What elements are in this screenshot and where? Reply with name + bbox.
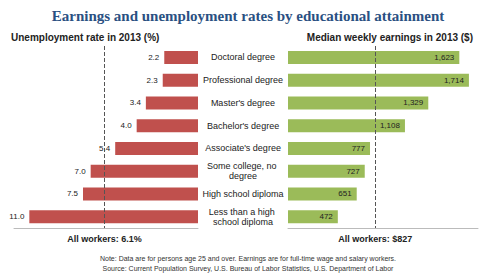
svg-text:Some college, no: Some college, no — [207, 161, 279, 171]
svg-text:High school diploma: High school diploma — [202, 189, 283, 199]
svg-text:degree: degree — [229, 171, 257, 181]
svg-text:Unemployment rate in 2013 (%): Unemployment rate in 2013 (%) — [11, 32, 159, 43]
svg-text:Earnings and unemployment rate: Earnings and unemployment rates by educa… — [52, 8, 445, 24]
svg-text:Source: Current Population Sur: Source: Current Population Survey, U.S. … — [103, 265, 395, 273]
svg-text:1,108: 1,108 — [380, 121, 401, 130]
svg-text:7.0: 7.0 — [75, 167, 87, 176]
svg-text:7.5: 7.5 — [67, 189, 79, 198]
svg-text:5.4: 5.4 — [99, 143, 111, 153]
svg-text:All workers: 6.1%: All workers: 6.1% — [67, 234, 142, 244]
svg-text:Professional degree: Professional degree — [203, 75, 283, 85]
svg-text:All workers: $827: All workers: $827 — [338, 234, 412, 244]
svg-text:1,714: 1,714 — [444, 76, 465, 85]
svg-text:1,329: 1,329 — [403, 98, 424, 107]
svg-text:2.3: 2.3 — [147, 76, 159, 85]
svg-text:Bachelor's degree: Bachelor's degree — [207, 121, 279, 131]
svg-text:Master's degree: Master's degree — [211, 98, 275, 108]
svg-text:11.0: 11.0 — [9, 212, 25, 221]
svg-text:777: 777 — [352, 144, 366, 153]
svg-text:727: 727 — [346, 167, 360, 176]
svg-text:472: 472 — [319, 212, 333, 221]
svg-text:1,623: 1,623 — [434, 53, 455, 62]
svg-text:651: 651 — [338, 189, 352, 198]
svg-text:school diploma: school diploma — [213, 217, 273, 227]
svg-text:Less than a high: Less than a high — [209, 207, 278, 217]
svg-text:Note: Data are for persons age: Note: Data are for persons age 25 and ov… — [100, 255, 396, 263]
svg-text:2.2: 2.2 — [148, 53, 160, 62]
svg-text:Associate's degree: Associate's degree — [205, 143, 281, 153]
svg-text:Doctoral degree: Doctoral degree — [211, 52, 275, 62]
svg-text:Median weekly earnings in 2013: Median weekly earnings in 2013 ($) — [307, 32, 473, 43]
svg-text:3.4: 3.4 — [130, 98, 142, 107]
svg-text:4.0: 4.0 — [121, 121, 133, 130]
